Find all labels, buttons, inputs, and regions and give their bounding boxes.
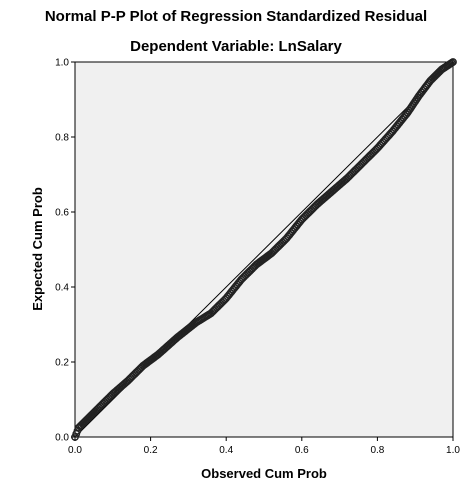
data-point	[449, 58, 457, 66]
x-tick-label: 0.2	[144, 445, 158, 456]
y-tick-label: 0.4	[55, 283, 69, 294]
y-tick-label: 1.0	[55, 58, 69, 69]
y-tick-label: 0.6	[55, 208, 69, 219]
x-tick-label: 0.6	[295, 445, 309, 456]
x-tick-label: 1.0	[446, 445, 460, 456]
x-axis-title: Observed Cum Prob	[201, 466, 327, 481]
y-tick-label: 0.2	[55, 358, 69, 369]
chart-subtitle: Dependent Variable: LnSalary	[130, 38, 342, 55]
x-tick-label: 0.8	[370, 445, 384, 456]
y-tick-label: 0.0	[55, 433, 69, 444]
x-tick-label: 0.0	[68, 445, 82, 456]
y-tick-label: 0.8	[55, 133, 69, 144]
x-tick-label: 0.4	[219, 445, 233, 456]
chart-title: Normal P-P Plot of Regression Standardiz…	[44, 8, 428, 25]
y-axis-title: Expected Cum Prob	[30, 187, 45, 311]
